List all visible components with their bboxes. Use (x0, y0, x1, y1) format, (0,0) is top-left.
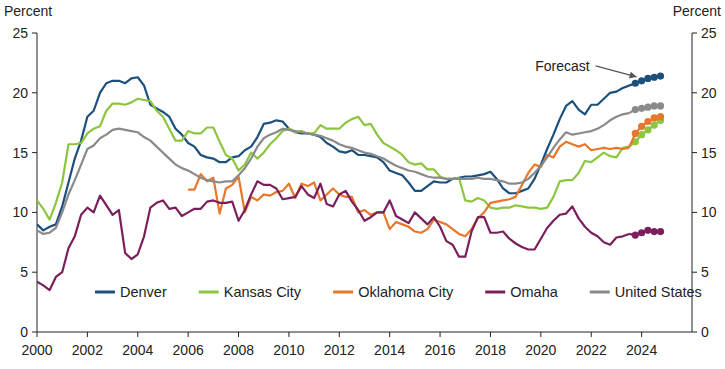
y2-axis-title: Percent (673, 3, 721, 19)
y2-tick (692, 33, 697, 34)
x-tick (137, 332, 138, 337)
y2-tick-label: 15 (701, 145, 717, 161)
y2-tick-label: 10 (701, 204, 717, 220)
forecast-marker (651, 228, 658, 235)
x-tick-label: 2012 (324, 342, 355, 358)
y-tick-label: 20 (12, 85, 28, 101)
x-tick (490, 332, 491, 337)
series-line (37, 181, 629, 290)
x-tick-label: 2000 (21, 342, 52, 358)
legend: Denver Kansas City Oklahoma City Omaha Unite… (95, 284, 702, 300)
legend-label: Denver (120, 284, 167, 300)
y2-tick-label: 5 (701, 264, 709, 280)
forecast-marker (651, 74, 658, 81)
y-tick-label: 25 (12, 25, 28, 41)
x-tick (440, 332, 441, 337)
y-tick (32, 332, 37, 333)
x-tick-label: 2002 (72, 342, 103, 358)
y-tick-label: 0 (20, 324, 28, 340)
legend-swatch (590, 291, 610, 294)
legend-label: Omaha (510, 284, 558, 300)
legend-swatch (485, 291, 505, 294)
x-tick-label: 2022 (576, 342, 607, 358)
annotation-arrowhead (629, 72, 637, 79)
legend-label: Kansas City (224, 284, 302, 300)
x-tick (37, 332, 38, 337)
forecast-marker (632, 80, 639, 87)
y-tick-label: 10 (12, 204, 28, 220)
y2-tick-label: 0 (701, 324, 709, 340)
legend-swatch (333, 291, 353, 294)
x-tick (641, 332, 642, 337)
forecast-marker (644, 118, 651, 125)
series-line (37, 99, 629, 220)
y-tick (32, 212, 37, 213)
x-tick (339, 332, 340, 337)
x-tick-label: 2004 (122, 342, 153, 358)
forecast-marker (644, 104, 651, 111)
y-tick (32, 92, 37, 93)
series-line (37, 113, 629, 234)
forecast-marker (644, 227, 651, 234)
x-tick-label: 2020 (525, 342, 556, 358)
y2-tick (692, 92, 697, 93)
y2-tick-label: 25 (701, 25, 717, 41)
legend-swatch (199, 291, 219, 294)
x-tick-label: 2014 (374, 342, 405, 358)
x-tick (87, 332, 88, 337)
forecast-marker (651, 121, 658, 128)
forecast-marker (657, 102, 664, 109)
forecast-marker (638, 105, 645, 112)
chart: 0055101015152020252520002002200420062008… (0, 0, 725, 369)
forecast-marker (638, 229, 645, 236)
forecast-marker (632, 232, 639, 239)
forecast-marker (651, 102, 658, 109)
legend-swatch (95, 291, 115, 294)
y-tick (32, 33, 37, 34)
forecast-marker (638, 131, 645, 138)
x-tick (238, 332, 239, 337)
forecast-marker (644, 75, 651, 82)
y-tick-label: 5 (20, 264, 28, 280)
x-tick-label: 2018 (475, 342, 506, 358)
forecast-marker (632, 130, 639, 137)
y-tick-label: 15 (12, 145, 28, 161)
x-tick-label: 2024 (626, 342, 657, 358)
annotation: Forecast (535, 58, 590, 74)
y-axis-line (37, 33, 38, 332)
x-tick (389, 332, 390, 337)
forecast-marker (644, 126, 651, 133)
x-tick (591, 332, 592, 337)
legend-label: Oklahoma City (358, 284, 454, 300)
forecast-marker (651, 114, 658, 121)
forecast-marker (657, 72, 664, 79)
x-axis-line (37, 332, 692, 333)
forecast-marker (657, 228, 664, 235)
x-tick-label: 2006 (173, 342, 204, 358)
x-tick-label: 2008 (223, 342, 254, 358)
x-tick (288, 332, 289, 337)
y2-tick (692, 152, 697, 153)
x-tick-label: 2010 (273, 342, 304, 358)
forecast-marker (638, 77, 645, 84)
y-tick (32, 272, 37, 273)
forecast-marker (632, 106, 639, 113)
y-axis-title: Percent (4, 3, 52, 19)
y2-tick (692, 332, 697, 333)
plot-area (37, 72, 664, 290)
y2-tick (692, 212, 697, 213)
y2-tick (692, 272, 697, 273)
y-tick (32, 152, 37, 153)
legend-label: United States (615, 284, 702, 300)
x-tick (540, 332, 541, 337)
x-tick-label: 2016 (424, 342, 455, 358)
forecast-marker (657, 113, 664, 120)
forecast-marker (638, 123, 645, 130)
y2-tick-label: 20 (701, 85, 717, 101)
x-tick (188, 332, 189, 337)
